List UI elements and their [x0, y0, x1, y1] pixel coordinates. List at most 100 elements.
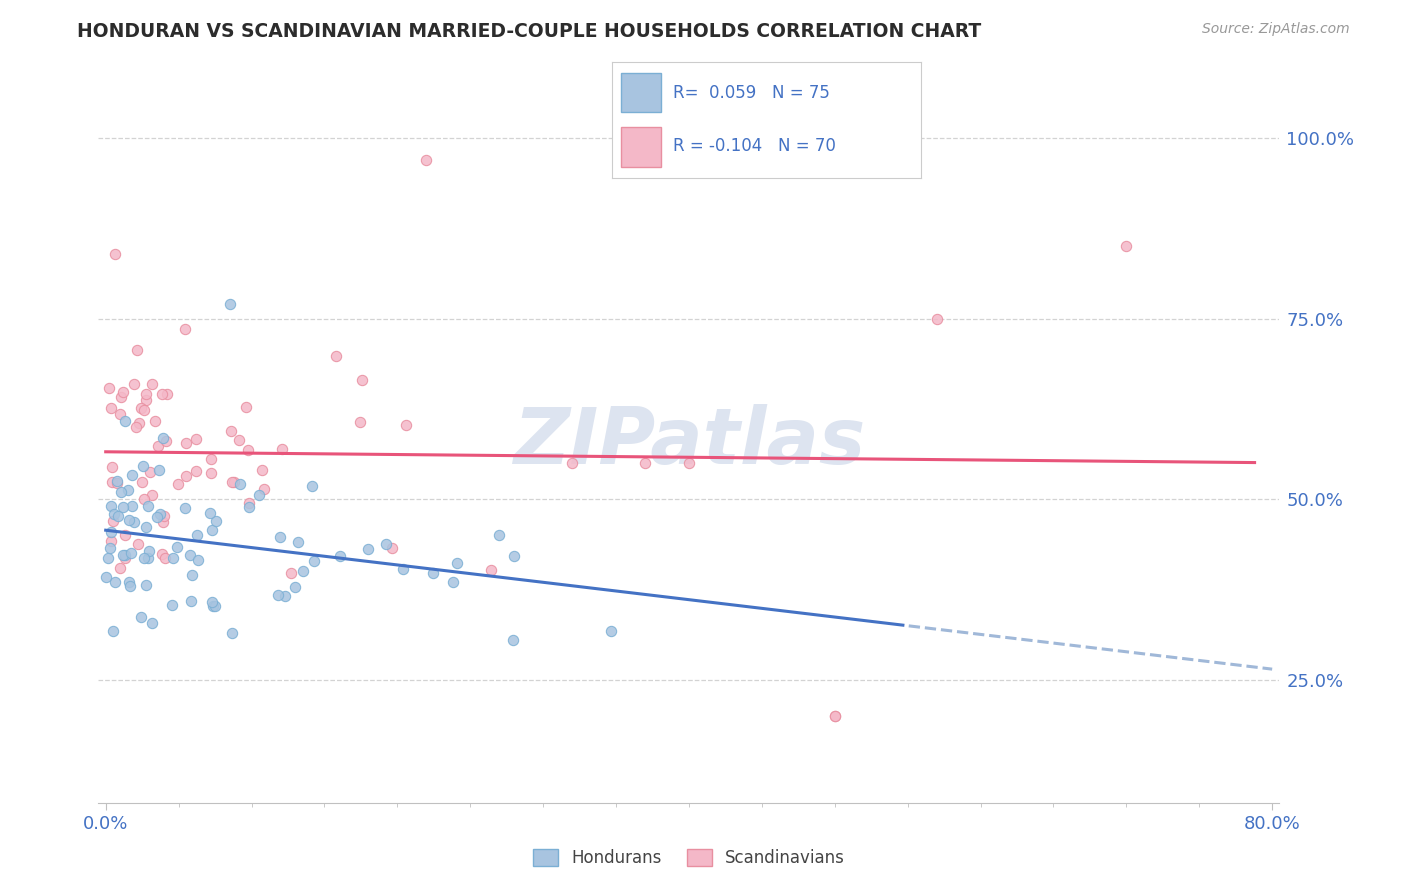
Point [110, 407, 132, 421]
Point [503, 549, 526, 564]
Point [98, 381, 121, 395]
Point [101, 459, 124, 474]
Point [103, 507, 125, 521]
Point [357, 542, 380, 557]
Point [329, 549, 352, 563]
Point [221, 475, 243, 489]
Point [180, 594, 202, 608]
Point [179, 548, 201, 562]
Point [166, 540, 188, 554]
Point [111, 384, 134, 399]
Point [200, 466, 222, 480]
Point [200, 506, 222, 520]
Point [174, 322, 197, 336]
Point [201, 599, 224, 613]
Point [135, 386, 157, 401]
Point [125, 343, 148, 357]
Point [392, 562, 415, 576]
Point [136, 550, 159, 565]
Point [132, 403, 155, 417]
Point [269, 531, 291, 545]
Point [235, 400, 257, 414]
Point [141, 377, 163, 392]
Point [250, 463, 273, 477]
Point [117, 483, 139, 497]
Point [502, 632, 524, 647]
Point [205, 514, 228, 528]
Point [105, 475, 128, 490]
FancyBboxPatch shape [621, 73, 661, 112]
Point [271, 442, 294, 456]
Point [352, 373, 374, 387]
Point [186, 528, 208, 542]
Point [141, 488, 163, 502]
Point [146, 509, 169, 524]
Point [678, 456, 700, 470]
Point [187, 552, 209, 566]
Point [291, 564, 314, 578]
Point [134, 551, 156, 566]
Text: R=  0.059   N = 75: R= 0.059 N = 75 [673, 84, 831, 102]
Point [280, 566, 302, 581]
Point [100, 534, 122, 549]
Point [141, 615, 163, 630]
Point [96, 570, 118, 584]
Point [153, 509, 176, 524]
Point [325, 349, 347, 363]
Point [146, 440, 169, 454]
Point [100, 475, 122, 490]
Legend: Hondurans, Scandinavians: Hondurans, Scandinavians [526, 842, 852, 874]
Point [114, 528, 136, 542]
Point [105, 474, 128, 488]
Point [238, 500, 260, 514]
Point [110, 390, 132, 404]
Point [132, 492, 155, 507]
Point [104, 246, 127, 260]
Point [824, 709, 846, 723]
Point [139, 465, 162, 479]
Point [925, 311, 948, 326]
Point [824, 709, 846, 723]
Point [600, 624, 623, 639]
Point [221, 625, 243, 640]
Point [101, 514, 124, 528]
Point [156, 386, 179, 401]
Point [98, 541, 121, 556]
Point [174, 436, 197, 450]
Point [110, 485, 132, 500]
Point [415, 153, 437, 167]
Point [97, 550, 120, 565]
Point [131, 458, 153, 473]
Point [112, 500, 135, 514]
Point [287, 535, 309, 549]
Point [114, 550, 136, 565]
Point [118, 575, 141, 590]
Point [301, 479, 323, 493]
Point [181, 568, 204, 582]
Point [149, 507, 172, 521]
Point [127, 537, 149, 551]
Point [422, 566, 444, 580]
Point [135, 393, 157, 408]
Point [228, 434, 250, 448]
Point [121, 499, 143, 513]
Point [201, 523, 224, 537]
Text: HONDURAN VS SCANDINAVIAN MARRIED-COUPLE HOUSEHOLDS CORRELATION CHART: HONDURAN VS SCANDINAVIAN MARRIED-COUPLE … [77, 22, 981, 41]
Text: Source: ZipAtlas.com: Source: ZipAtlas.com [1202, 22, 1350, 37]
Point [374, 537, 396, 551]
Point [247, 488, 270, 502]
Point [155, 434, 177, 448]
Point [166, 476, 188, 491]
Point [186, 433, 208, 447]
Point [441, 574, 464, 589]
Point [129, 401, 152, 415]
Point [302, 554, 325, 568]
Point [104, 575, 127, 590]
Point [135, 520, 157, 534]
Point [108, 561, 131, 575]
Point [129, 610, 152, 624]
Point [561, 456, 583, 470]
Point [284, 580, 307, 594]
Point [114, 548, 136, 562]
Point [229, 477, 252, 491]
